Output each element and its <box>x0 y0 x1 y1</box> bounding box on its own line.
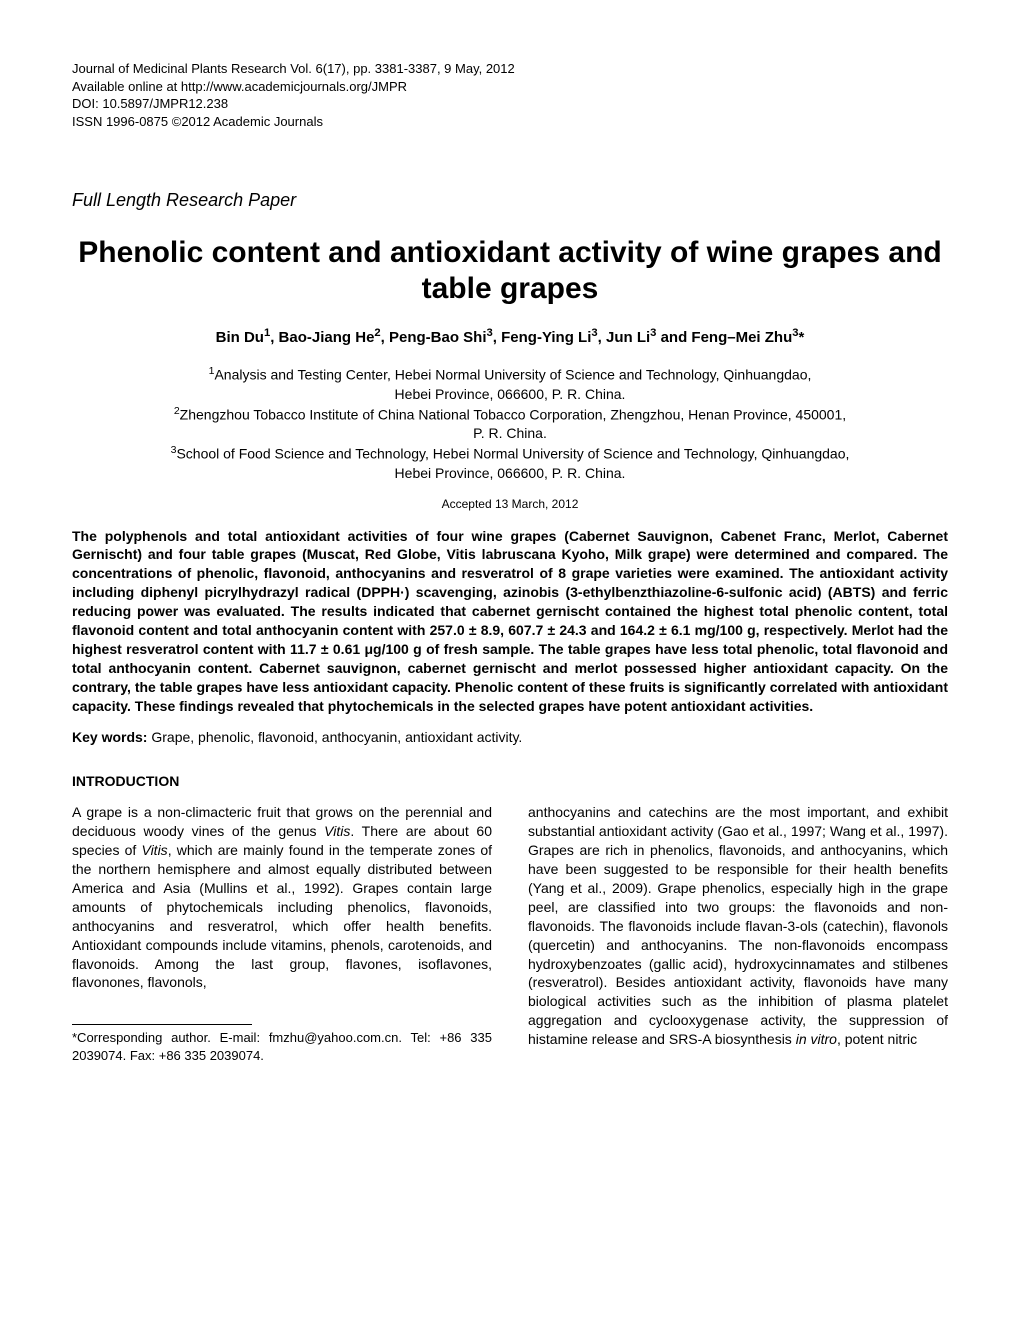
header-line-2: Available online at http://www.academicj… <box>72 78 948 96</box>
authors: Bin Du1, Bao-Jiang He2, Peng-Bao Shi3, F… <box>72 327 948 346</box>
section-heading-intro: INTRODUCTION <box>72 773 948 789</box>
header-line-4: ISSN 1996-0875 ©2012 Academic Journals <box>72 113 948 131</box>
keywords: Key words: Grape, phenolic, flavonoid, a… <box>72 729 948 745</box>
abstract: The polyphenols and total antioxidant ac… <box>72 527 948 716</box>
header-line-1: Journal of Medicinal Plants Research Vol… <box>72 60 948 78</box>
accepted-date: Accepted 13 March, 2012 <box>72 497 948 511</box>
keywords-text: Grape, phenolic, flavonoid, anthocyanin,… <box>151 729 522 745</box>
keywords-label: Key words: <box>72 729 151 745</box>
paper-type: Full Length Research Paper <box>72 190 948 211</box>
corresponding-author: *Corresponding author. E-mail: fmzhu@yah… <box>72 1029 492 1064</box>
affiliations: 1Analysis and Testing Center, Hebei Norm… <box>72 364 948 482</box>
intro-col2: anthocyanins and catechins are the most … <box>528 803 948 1049</box>
footnote-divider <box>72 1024 252 1025</box>
header-line-3: DOI: 10.5897/JMPR12.238 <box>72 95 948 113</box>
paper-title: Phenolic content and antioxidant activit… <box>72 235 948 307</box>
journal-header: Journal of Medicinal Plants Research Vol… <box>72 60 948 130</box>
intro-body: A grape is a non-climacteric fruit that … <box>72 803 948 1064</box>
intro-col1: A grape is a non-climacteric fruit that … <box>72 803 492 992</box>
